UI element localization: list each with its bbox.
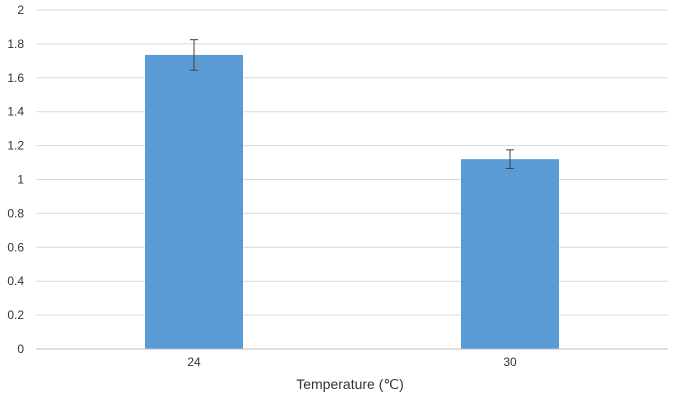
y-tick-label-3: 0.6 xyxy=(7,240,24,254)
gridlines xyxy=(36,9,668,316)
x-tick-label-30: 30 xyxy=(503,355,517,369)
x-axis-title: Temperature (℃) xyxy=(296,376,404,392)
y-tick-label-8: 1.6 xyxy=(7,71,24,85)
bar-24 xyxy=(145,54,243,349)
y-tick-label-0: 0 xyxy=(17,342,24,356)
error-bars xyxy=(190,39,514,169)
error-bar-24 xyxy=(190,39,198,71)
y-tick-label-2: 0.4 xyxy=(7,274,24,288)
bar-30 xyxy=(461,159,559,349)
y-tick-label-1: 0.2 xyxy=(7,308,24,322)
bars xyxy=(145,54,559,349)
y-tick-label-7: 1.4 xyxy=(7,105,24,119)
y-tick-label-6: 1.2 xyxy=(7,139,24,153)
y-axis-ticks: 0 0.2 0.4 0.6 0.8 1 1.2 1.4 1.6 1.8 2 xyxy=(7,3,24,356)
x-axis-ticks: 24 30 xyxy=(187,355,517,369)
y-tick-label-10: 2 xyxy=(17,3,24,17)
y-tick-label-5: 1 xyxy=(17,173,24,187)
y-tick-label-4: 0.8 xyxy=(7,206,24,220)
x-tick-label-24: 24 xyxy=(187,355,201,369)
y-tick-label-9: 1.8 xyxy=(7,37,24,51)
error-bar-30 xyxy=(506,149,514,169)
